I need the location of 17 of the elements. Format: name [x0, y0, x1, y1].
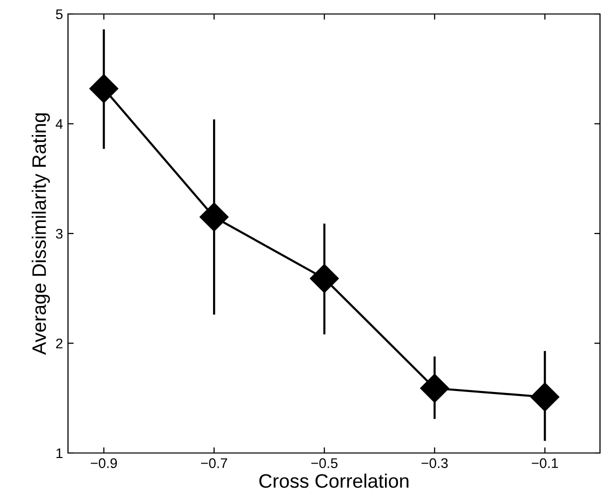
x-tick-label: −0.5: [311, 458, 338, 468]
point: [200, 202, 229, 232]
x-tick-label: −0.7: [201, 458, 228, 468]
y-tick-label: 2: [56, 338, 62, 348]
point: [89, 74, 118, 104]
x-tick-label: −0.1: [532, 458, 558, 468]
y-tick-label: 3: [56, 228, 63, 239]
y-tick-label: 5: [56, 9, 63, 20]
point: [530, 382, 560, 412]
x-tick-label: −0.9: [90, 458, 117, 468]
x-tick-label: −0.3: [422, 458, 448, 468]
point: [310, 264, 339, 293]
y-tick-label: 4: [56, 119, 63, 129]
point: [420, 374, 450, 403]
y-tick-label: 1: [56, 448, 62, 458]
y-axis-title: Average Dissimilarity Rating: [32, 113, 50, 355]
x-axis-title: Cross Correlation: [259, 474, 408, 488]
